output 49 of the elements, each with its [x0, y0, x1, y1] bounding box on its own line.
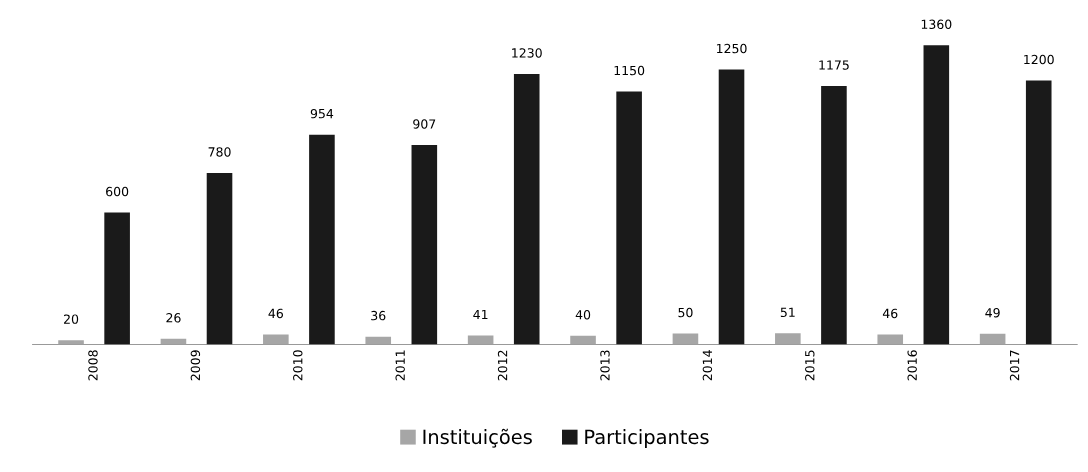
bar — [616, 91, 642, 345]
x-tick-label: 2009 — [190, 350, 201, 381]
bar — [1025, 80, 1052, 345]
bar — [58, 340, 84, 345]
bar — [877, 334, 904, 345]
bar — [821, 86, 847, 345]
x-tick-label: 2008 — [88, 350, 98, 381]
bar — [979, 333, 1006, 345]
x-tick-label: 2012 — [497, 350, 508, 381]
bar — [718, 69, 745, 345]
bar — [104, 212, 130, 345]
data-label: 954 — [310, 108, 334, 119]
data-label: 1175 — [819, 60, 849, 70]
data-label: 46 — [268, 308, 284, 319]
data-label: 1200 — [1024, 54, 1054, 65]
data-label: 36 — [371, 310, 386, 321]
bar — [513, 73, 540, 345]
x-tick-label: 2015 — [805, 350, 815, 381]
x-tick-label: 2013 — [600, 350, 610, 381]
bar — [411, 145, 438, 345]
data-label: 46 — [882, 308, 898, 319]
x-tick-label: 2014 — [702, 350, 713, 381]
bar — [923, 45, 950, 345]
bar — [365, 336, 392, 345]
data-label: 780 — [208, 147, 231, 157]
data-label: 49 — [985, 308, 1000, 318]
data-label: 907 — [413, 119, 436, 129]
data-label: 20 — [64, 314, 79, 324]
data-label: 1250 — [716, 43, 747, 54]
data-label: 41 — [473, 309, 488, 320]
x-tick-label: 2010 — [293, 350, 303, 381]
bar — [206, 172, 233, 345]
data-label: 1150 — [614, 65, 645, 76]
data-label: 50 — [678, 307, 693, 318]
data-label: 1360 — [921, 19, 952, 30]
bar — [263, 334, 289, 345]
x-tick-label: 2011 — [395, 350, 405, 381]
x-tick-label: 2016 — [907, 350, 917, 381]
data-label: 40 — [575, 309, 591, 320]
bar — [570, 335, 596, 345]
legend-label: Instituições — [423, 428, 532, 448]
data-label: 26 — [166, 313, 181, 323]
data-label: 600 — [106, 186, 129, 197]
x-tick-label: 2017 — [1009, 350, 1020, 381]
bar — [309, 134, 335, 345]
data-label: 1230 — [512, 48, 542, 58]
legend-label: Participantes — [585, 429, 709, 448]
data-label: 51 — [780, 307, 795, 318]
bar — [775, 333, 801, 345]
